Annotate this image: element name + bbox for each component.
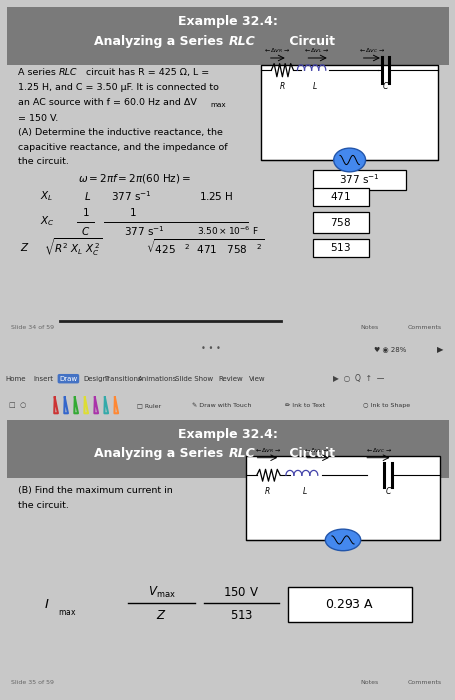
Text: L: L (312, 82, 317, 91)
Text: Slide 35 of 59: Slide 35 of 59 (11, 680, 54, 685)
Text: R: R (279, 82, 284, 91)
Text: Animations: Animations (137, 376, 177, 382)
Text: Design: Design (84, 376, 107, 382)
Text: Slide 34 of 59: Slide 34 of 59 (11, 325, 54, 330)
Text: $377\ \mathrm{s}^{-1}$: $377\ \mathrm{s}^{-1}$ (111, 189, 151, 203)
Text: □ Ruler: □ Ruler (136, 402, 161, 408)
Text: $513$: $513$ (329, 241, 350, 253)
FancyBboxPatch shape (312, 239, 368, 258)
FancyBboxPatch shape (312, 188, 368, 206)
Text: Notes: Notes (360, 680, 378, 685)
Bar (261, 64, 437, 160)
Text: $\sqrt{R^2\ X_L\ X_C^{\,2}}$: $\sqrt{R^2\ X_L\ X_C^{\,2}}$ (44, 237, 103, 258)
Text: $150\ \mathrm{V}$: $150\ \mathrm{V}$ (222, 586, 259, 599)
Text: $X_C$: $X_C$ (40, 215, 55, 228)
Text: Circuit: Circuit (284, 35, 334, 48)
Text: $V_{\mathrm{max}}$: $V_{\mathrm{max}}$ (147, 585, 175, 600)
Text: $377\ \mathrm{s}^{-1}$: $377\ \mathrm{s}^{-1}$ (339, 172, 379, 186)
Text: R: R (265, 487, 270, 496)
Text: View: View (249, 376, 265, 382)
Text: = 150 V.: = 150 V. (18, 113, 58, 122)
Text: $C$: $C$ (81, 225, 90, 237)
Text: ○ Ink to Shape: ○ Ink to Shape (362, 402, 409, 408)
Text: 1.25 H, and C = 3.50 μF. It is connected to: 1.25 H, and C = 3.50 μF. It is connected… (18, 83, 218, 92)
Text: $\omega = 2\pi f = 2\pi(60\ \mathrm{Hz}) =$: $\omega = 2\pi f = 2\pi(60\ \mathrm{Hz})… (77, 172, 190, 186)
Circle shape (324, 529, 360, 551)
Text: $1.25\ \mathrm{H}$: $1.25\ \mathrm{H}$ (199, 190, 233, 202)
FancyBboxPatch shape (7, 7, 448, 64)
FancyBboxPatch shape (312, 212, 368, 233)
Bar (245, 456, 440, 540)
Text: RLC: RLC (59, 68, 77, 77)
Text: (A) Determine the inductive reactance, the: (A) Determine the inductive reactance, t… (18, 128, 222, 137)
Text: Draw: Draw (59, 376, 77, 382)
Text: capacitive reactance, and the impedance of: capacitive reactance, and the impedance … (18, 143, 227, 151)
FancyBboxPatch shape (287, 587, 411, 622)
Text: C: C (384, 487, 390, 496)
Text: $3.50\times 10^{-6}\ \mathrm{F}$: $3.50\times 10^{-6}\ \mathrm{F}$ (197, 225, 258, 237)
Text: $\leftarrow \Delta v_R \rightarrow$: $\leftarrow \Delta v_R \rightarrow$ (263, 46, 289, 55)
Text: ▶: ▶ (436, 346, 442, 354)
Text: RLC: RLC (228, 35, 255, 48)
Text: $758$: $758$ (329, 216, 350, 228)
Text: ✎ Draw with Touch: ✎ Draw with Touch (191, 402, 250, 408)
Text: $Z$: $Z$ (20, 241, 30, 253)
Text: circuit has R = 425 Ω, L =: circuit has R = 425 Ω, L = (83, 68, 209, 77)
Text: • • •: • • • (200, 344, 220, 353)
Text: L: L (302, 487, 306, 496)
Text: Notes: Notes (360, 325, 378, 330)
Text: $\leftarrow \Delta v_C \rightarrow$: $\leftarrow \Delta v_C \rightarrow$ (364, 446, 391, 455)
Text: $\leftarrow \Delta v_R \rightarrow$: $\leftarrow \Delta v_R \rightarrow$ (254, 446, 281, 455)
Text: $\mathrm{max}$: $\mathrm{max}$ (58, 608, 76, 617)
Text: $L$: $L$ (84, 190, 91, 202)
Text: Slide Show: Slide Show (174, 376, 212, 382)
Circle shape (333, 148, 365, 172)
Text: $\leftarrow \Delta v_L \rightarrow$: $\leftarrow \Delta v_L \rightarrow$ (303, 446, 329, 455)
Text: max: max (210, 102, 225, 108)
Text: $\leftarrow \Delta v_L \rightarrow$: $\leftarrow \Delta v_L \rightarrow$ (303, 46, 329, 55)
Text: ✏ Ink to Text: ✏ Ink to Text (284, 402, 324, 408)
Text: $513$: $513$ (229, 609, 253, 622)
FancyBboxPatch shape (312, 169, 405, 190)
Text: Analyzing a Series: Analyzing a Series (94, 447, 228, 460)
Text: $1$: $1$ (81, 206, 89, 218)
Text: $I$: $I$ (44, 598, 50, 611)
Text: Analyzing a Series: Analyzing a Series (94, 35, 228, 48)
Text: Transitions: Transitions (104, 376, 142, 382)
Text: $377\ \mathrm{s}^{-1}$: $377\ \mathrm{s}^{-1}$ (124, 224, 164, 237)
Text: Example 32.4:: Example 32.4: (177, 15, 278, 28)
Text: $\leftarrow \Delta v_C \rightarrow$: $\leftarrow \Delta v_C \rightarrow$ (358, 46, 384, 55)
Text: $1$: $1$ (129, 206, 136, 218)
Text: $\sqrt{425\ \ \ ^2\ \ 471\ \ \ 758\ \ \ ^2}$: $\sqrt{425\ \ \ ^2\ \ 471\ \ \ 758\ \ \ … (146, 238, 264, 256)
Text: $X_L$: $X_L$ (40, 189, 53, 203)
Text: $471$: $471$ (329, 190, 350, 202)
Text: Circuit: Circuit (284, 447, 334, 460)
Text: an AC source with f = 60.0 Hz and ΔV: an AC source with f = 60.0 Hz and ΔV (18, 99, 197, 108)
Text: Insert: Insert (33, 376, 53, 382)
FancyBboxPatch shape (7, 420, 448, 478)
Text: the circuit.: the circuit. (18, 157, 69, 166)
Text: the circuit.: the circuit. (18, 501, 69, 510)
Text: $Z$: $Z$ (156, 609, 167, 622)
Text: Comments: Comments (406, 680, 440, 685)
Text: Home: Home (6, 376, 26, 382)
Text: ♥ ◉ 28%: ♥ ◉ 28% (373, 347, 405, 353)
Text: RLC: RLC (228, 447, 255, 460)
Text: (B) Find the maximum current in: (B) Find the maximum current in (18, 486, 172, 495)
Text: ▶  ○  Q  ↑  —: ▶ ○ Q ↑ — (332, 374, 384, 383)
Text: C: C (382, 82, 387, 91)
Text: $0.293\ \mathrm{A}$: $0.293\ \mathrm{A}$ (324, 598, 374, 610)
Text: Example 32.4:: Example 32.4: (177, 428, 278, 441)
Text: Comments: Comments (406, 325, 440, 330)
Text: Review: Review (217, 376, 242, 382)
Text: □  ○: □ ○ (9, 402, 26, 408)
Text: A series: A series (18, 68, 59, 77)
